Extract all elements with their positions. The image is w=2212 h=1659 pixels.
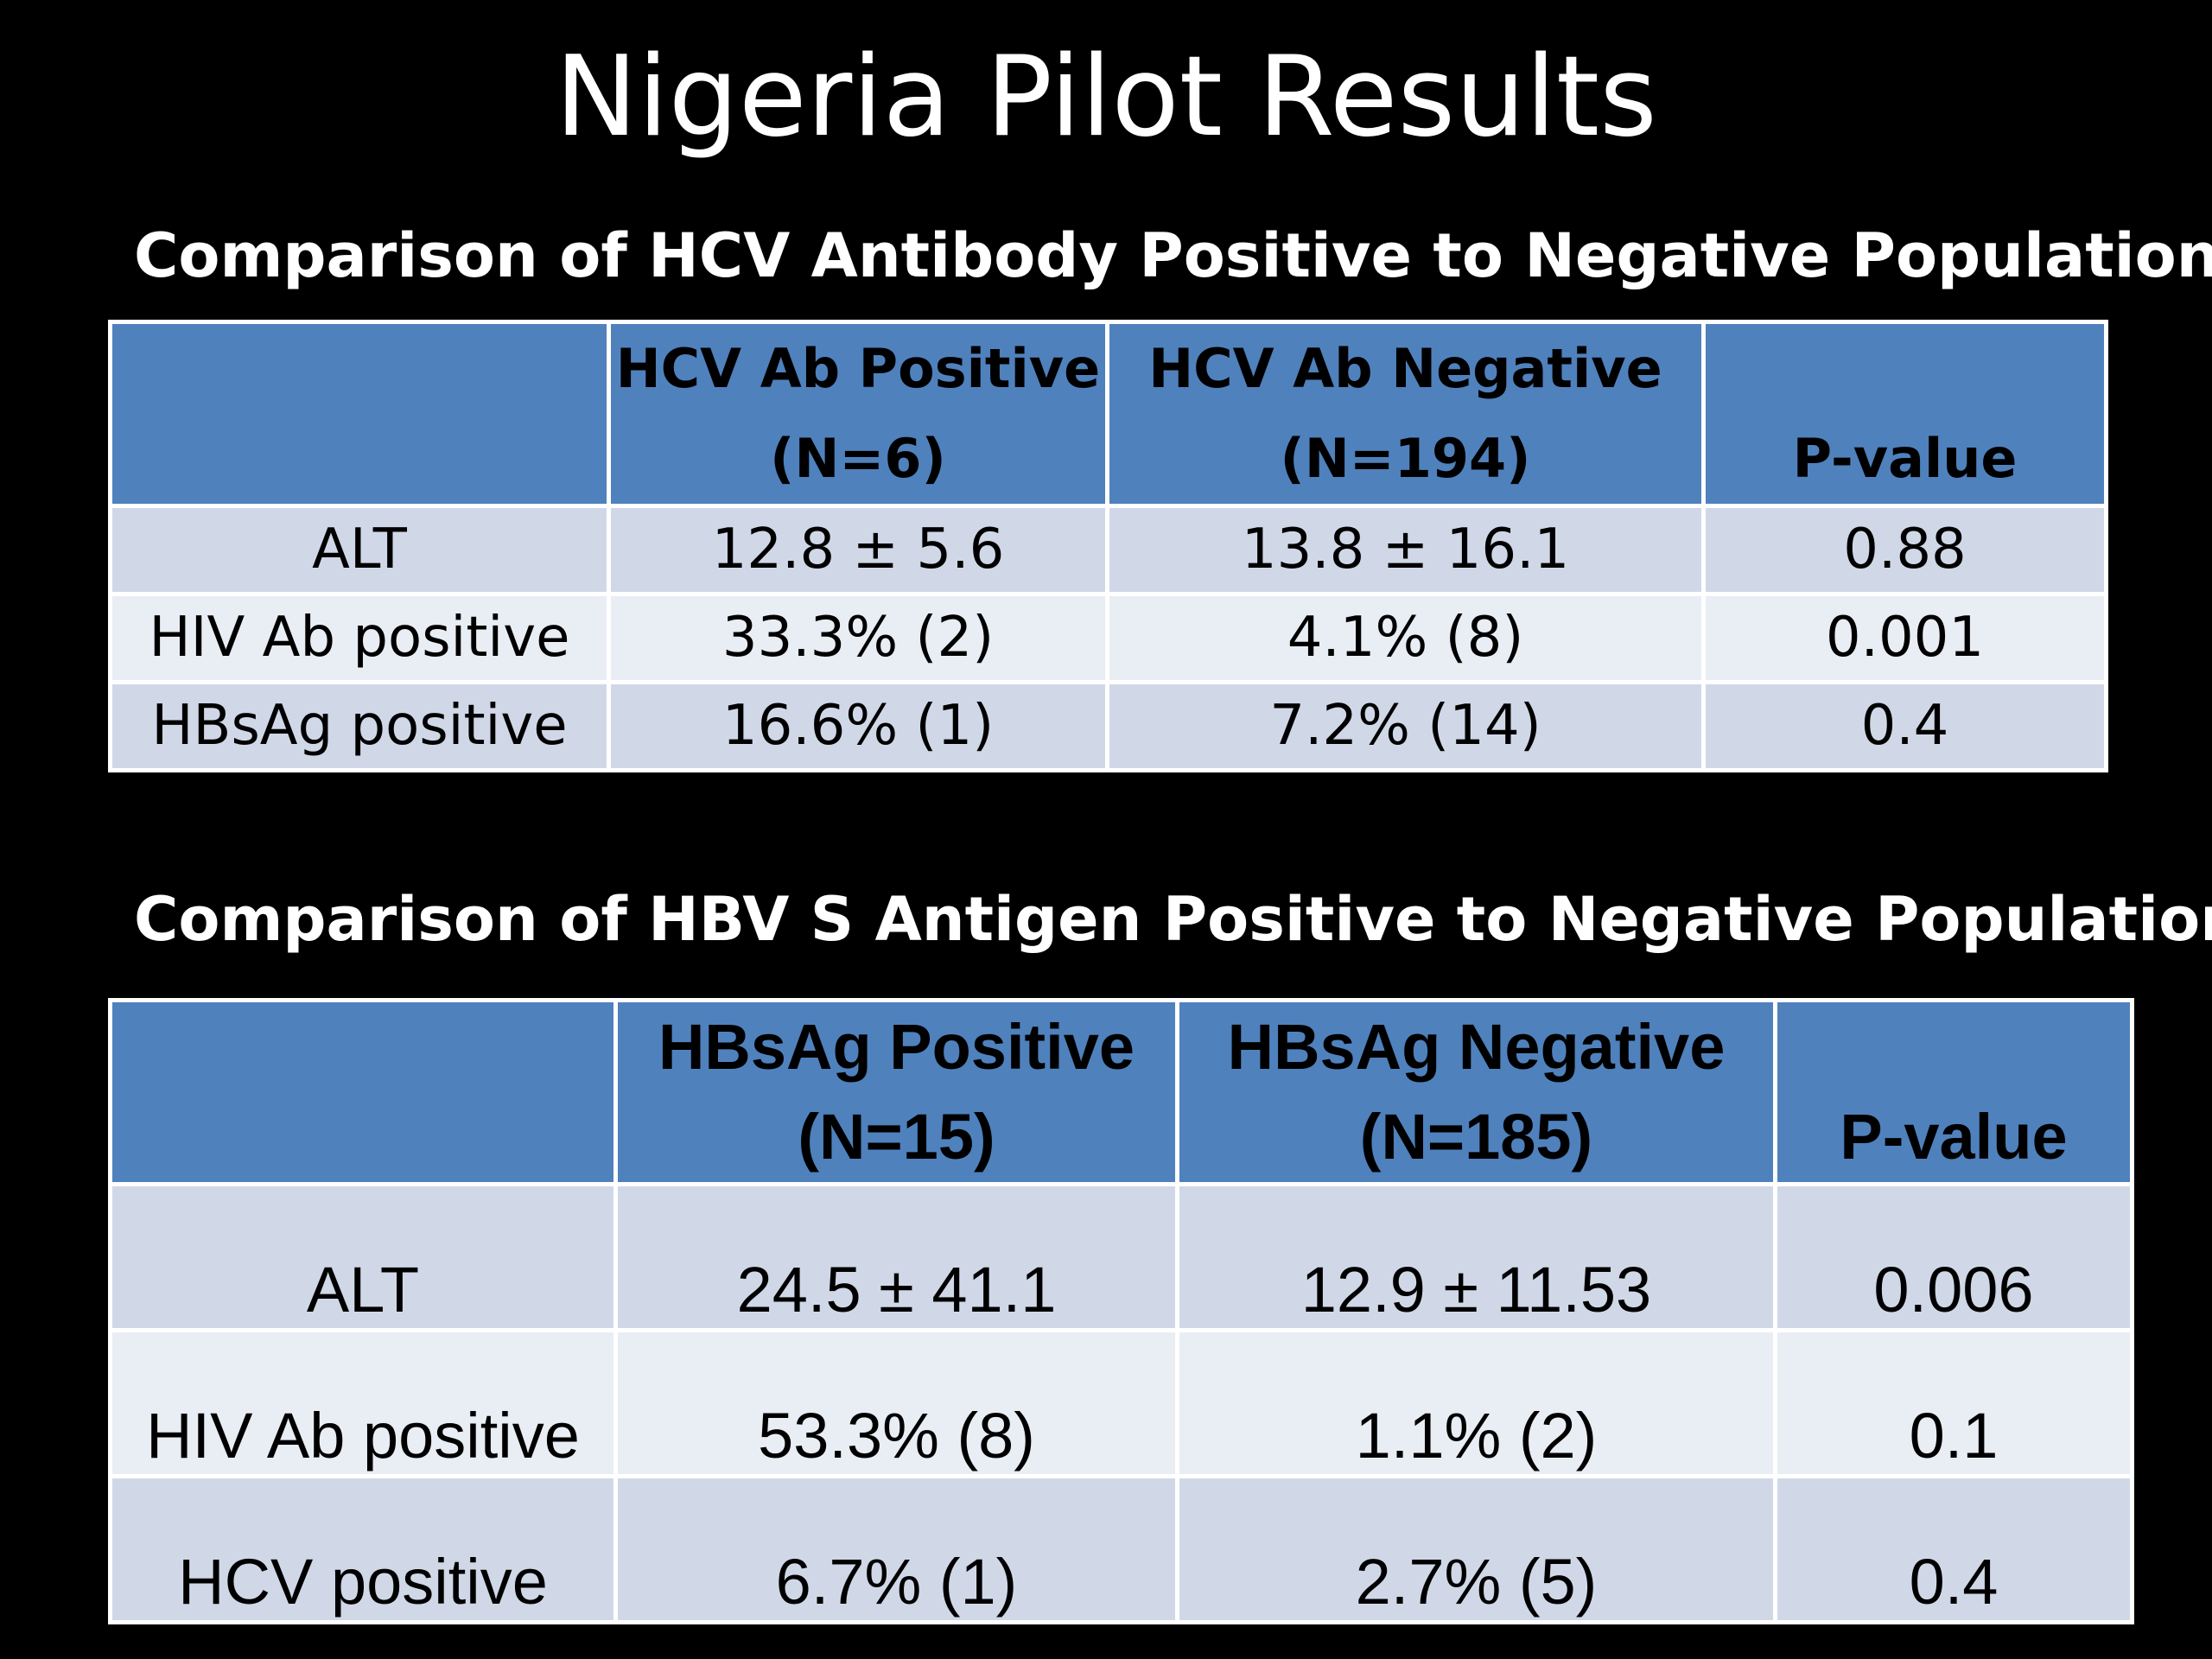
p-value: 0.4 bbox=[1773, 1474, 2134, 1624]
header-hcv-ab-negative: HCV Ab Negative (N=194) bbox=[1105, 320, 1706, 508]
table-header-row: HCV Ab Positive (N=6) HCV Ab Negative (N… bbox=[108, 320, 2108, 508]
positive-value: 6.7% (1) bbox=[613, 1474, 1179, 1624]
hcv-comparison-table: HCV Ab Positive (N=6) HCV Ab Negative (N… bbox=[108, 320, 2108, 772]
row-label: HIV Ab positive bbox=[108, 1328, 618, 1478]
header-p-value: P-value bbox=[1701, 320, 2108, 508]
positive-value: 16.6% (1) bbox=[607, 680, 1109, 772]
negative-value: 1.1% (2) bbox=[1175, 1328, 1777, 1478]
header-line: HCV Ab Positive bbox=[615, 337, 1101, 400]
table-row: HIV Ab positive 33.3% (2) 4.1% (8) 0.001 bbox=[108, 592, 2108, 684]
header-hbsag-positive: HBsAg Positive (N=15) bbox=[613, 998, 1179, 1186]
header-blank-cell bbox=[108, 320, 611, 508]
row-label: HIV Ab positive bbox=[108, 592, 611, 684]
negative-value: 13.8 ± 16.1 bbox=[1105, 504, 1706, 596]
row-label: ALT bbox=[108, 1182, 618, 1332]
p-value: 0.1 bbox=[1773, 1328, 2134, 1478]
header-hbsag-negative: HBsAg Negative (N=185) bbox=[1175, 998, 1777, 1186]
negative-value: 12.9 ± 11.53 bbox=[1175, 1182, 1777, 1332]
header-count: (N=194) bbox=[1280, 427, 1531, 490]
header-count: (N=185) bbox=[1359, 1101, 1593, 1173]
negative-value: 4.1% (8) bbox=[1105, 592, 1706, 684]
positive-value: 33.3% (2) bbox=[607, 592, 1109, 684]
p-value: 0.4 bbox=[1701, 680, 2108, 772]
p-value: 0.001 bbox=[1701, 592, 2108, 684]
p-value: 0.88 bbox=[1701, 504, 2108, 596]
row-label: HCV positive bbox=[108, 1474, 618, 1624]
table-row: HCV positive 6.7% (1) 2.7% (5) 0.4 bbox=[108, 1474, 2134, 1624]
hbsag-comparison-table: HBsAg Positive (N=15) HBsAg Negative (N=… bbox=[108, 998, 2134, 1624]
negative-value: 2.7% (5) bbox=[1175, 1474, 1777, 1624]
slide-title: Nigeria Pilot Results bbox=[555, 33, 1657, 162]
p-value: 0.006 bbox=[1773, 1182, 2134, 1332]
header-p-value: P-value bbox=[1773, 998, 2134, 1186]
table-row: ALT 24.5 ± 41.1 12.9 ± 11.53 0.006 bbox=[108, 1182, 2134, 1332]
header-count: (N=6) bbox=[770, 427, 946, 490]
header-line: HBsAg Positive bbox=[658, 1011, 1135, 1083]
header-line: HCV Ab Negative bbox=[1148, 337, 1662, 400]
negative-value: 7.2% (14) bbox=[1105, 680, 1706, 772]
header-count: (N=15) bbox=[798, 1101, 995, 1173]
header-hcv-ab-positive: HCV Ab Positive (N=6) bbox=[607, 320, 1109, 508]
positive-value: 53.3% (8) bbox=[613, 1328, 1179, 1478]
table-header-row: HBsAg Positive (N=15) HBsAg Negative (N=… bbox=[108, 998, 2134, 1186]
row-label: ALT bbox=[108, 504, 611, 596]
row-label: HBsAg positive bbox=[108, 680, 611, 772]
positive-value: 24.5 ± 41.1 bbox=[613, 1182, 1179, 1332]
table-row: ALT 12.8 ± 5.6 13.8 ± 16.1 0.88 bbox=[108, 504, 2108, 596]
table2-caption: Comparison of HBV S Antigen Positive to … bbox=[134, 884, 2212, 955]
header-line: HBsAg Negative bbox=[1227, 1011, 1726, 1083]
table1-caption: Comparison of HCV Antibody Positive to N… bbox=[134, 220, 2212, 291]
positive-value: 12.8 ± 5.6 bbox=[607, 504, 1109, 596]
header-blank-cell bbox=[108, 998, 618, 1186]
table-row: HIV Ab positive 53.3% (8) 1.1% (2) 0.1 bbox=[108, 1328, 2134, 1478]
table-row: HBsAg positive 16.6% (1) 7.2% (14) 0.4 bbox=[108, 680, 2108, 772]
